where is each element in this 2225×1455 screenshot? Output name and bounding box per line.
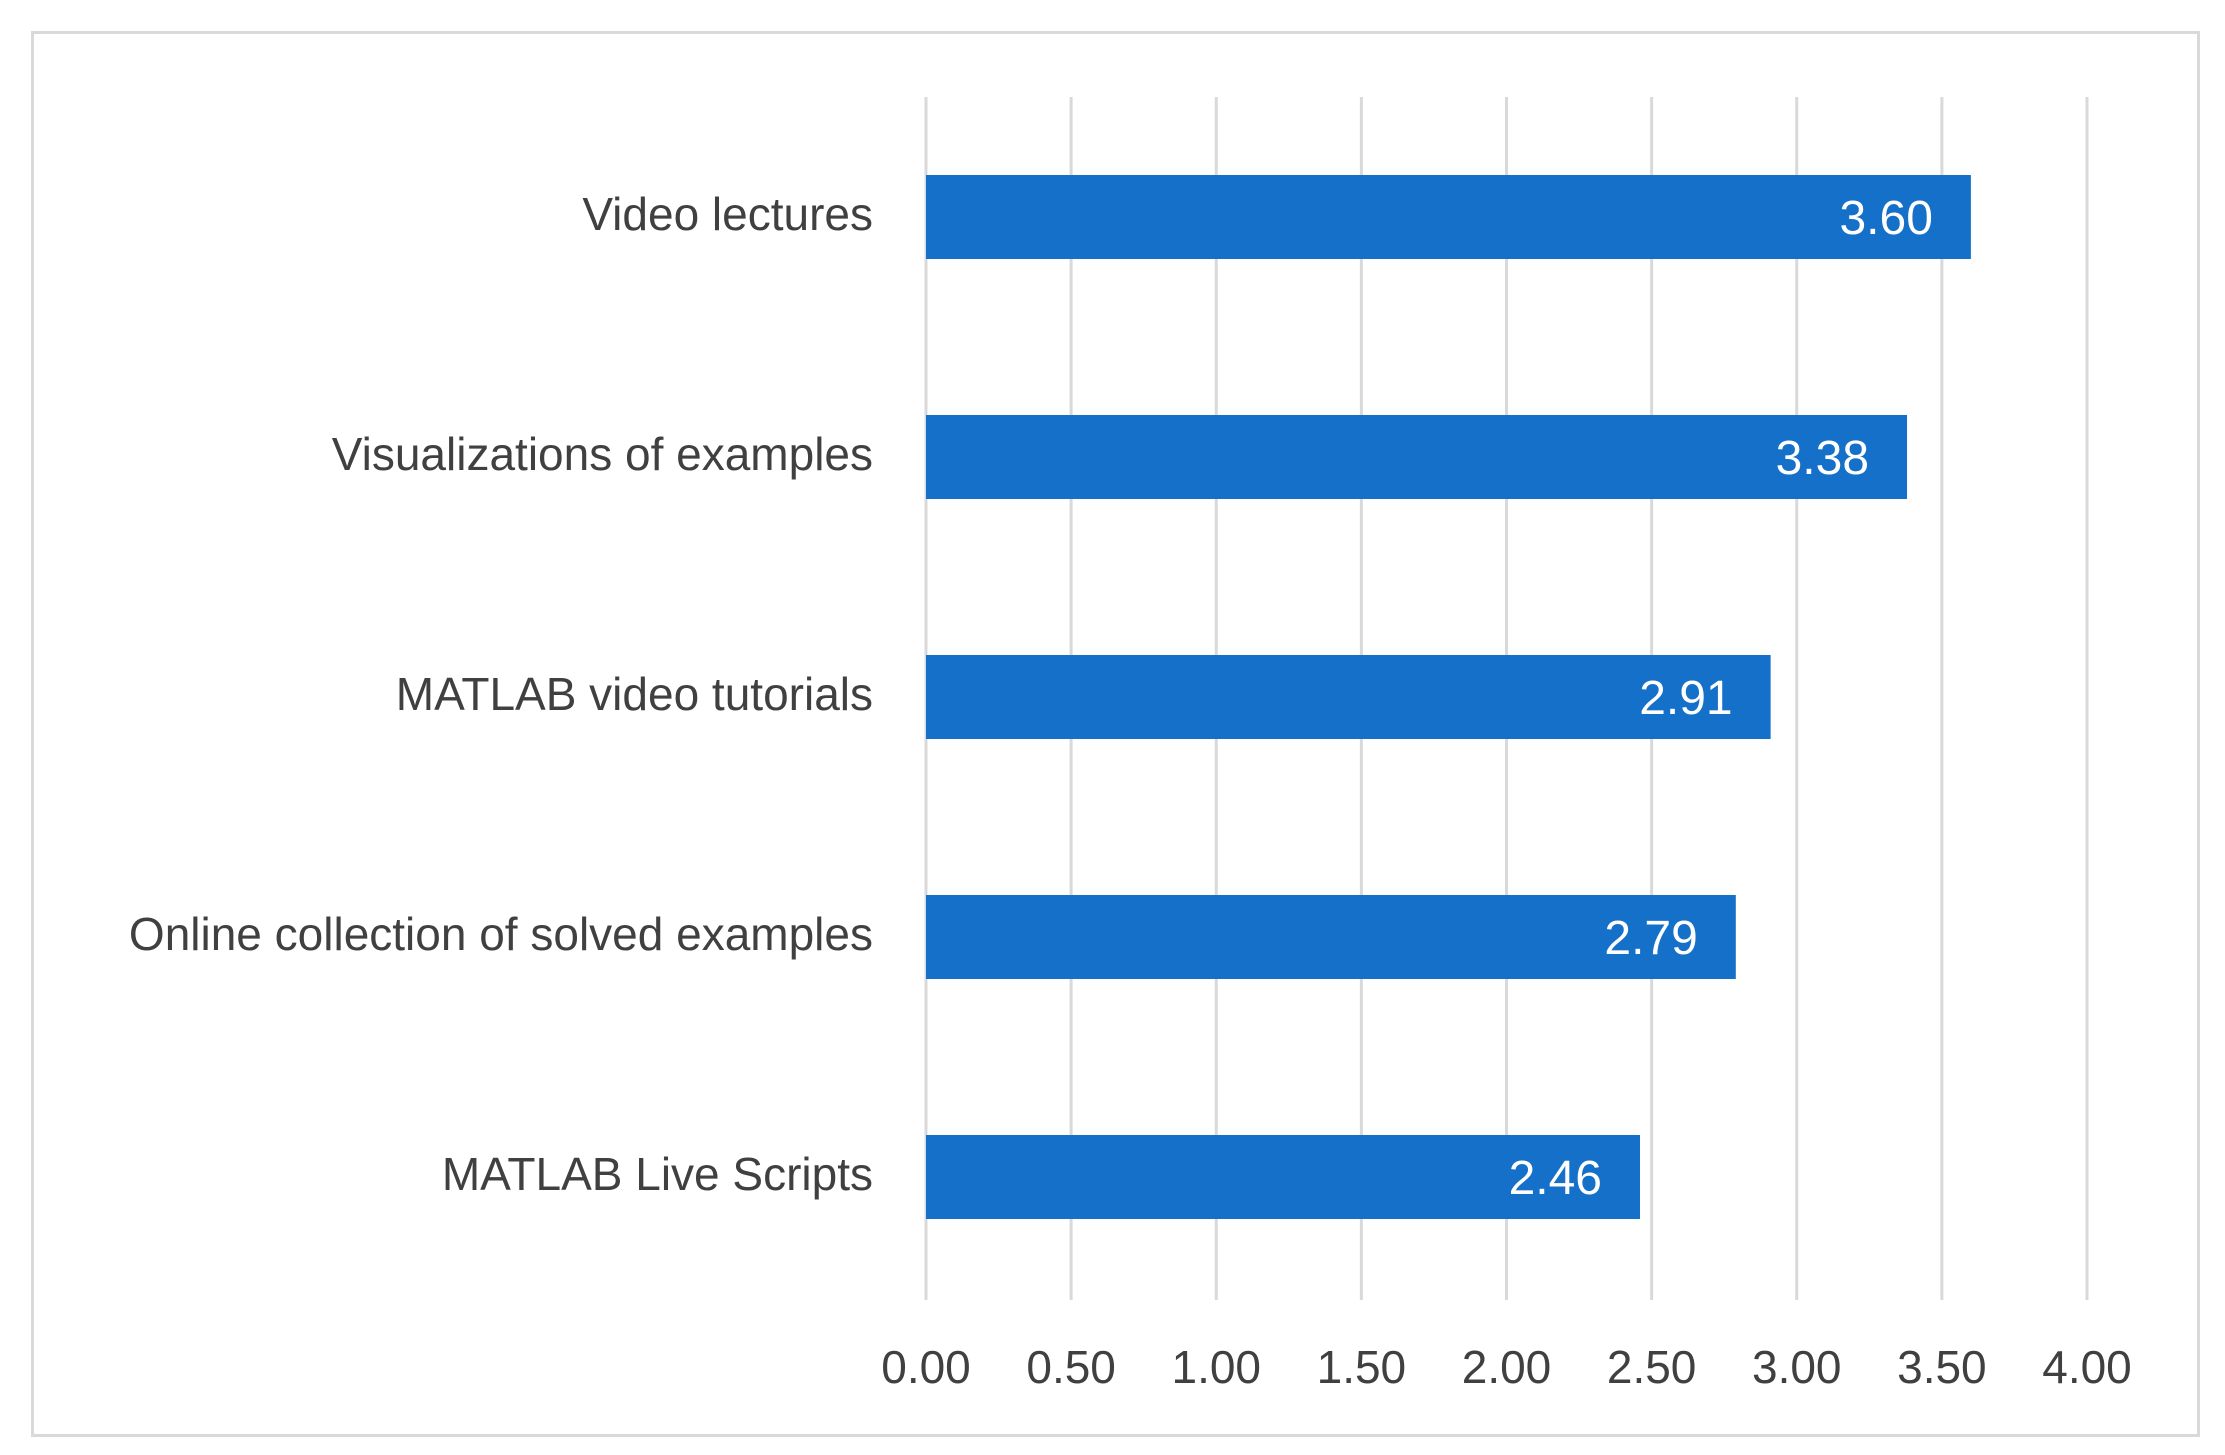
x-tick-label: 0.50 <box>1026 1341 1116 1393</box>
data-label: 2.91 <box>1639 672 1732 725</box>
category-labels: Video lectures Visualizations of examples… <box>129 188 873 1200</box>
data-label: 2.46 <box>1509 1152 1602 1205</box>
bar <box>926 655 1771 739</box>
x-tick-label: 1.00 <box>1171 1341 1261 1393</box>
category-label: MATLAB video tutorials <box>396 668 873 720</box>
bar <box>926 175 1971 259</box>
x-tick-label: 1.50 <box>1317 1341 1407 1393</box>
data-label: 2.79 <box>1604 912 1697 965</box>
x-tick-label: 4.00 <box>2042 1341 2132 1393</box>
x-axis-tick-labels: 0.00 0.50 1.00 1.50 2.00 2.50 3.00 3.50 4.00 <box>881 1341 2132 1393</box>
bar <box>926 1135 1641 1219</box>
x-tick-label: 0.00 <box>881 1341 971 1393</box>
bars: 3.60 3.38 2.91 2.79 2.46 <box>926 175 1971 1219</box>
data-label: 3.38 <box>1776 432 1869 485</box>
category-label: Online collection of solved examples <box>129 908 873 960</box>
x-tick-label: 2.50 <box>1607 1341 1697 1393</box>
x-tick-label: 3.50 <box>1897 1341 1987 1393</box>
bar <box>926 415 1908 499</box>
x-tick-label: 2.00 <box>1462 1341 1552 1393</box>
bar <box>926 895 1736 979</box>
category-label: MATLAB Live Scripts <box>442 1148 873 1200</box>
data-label: 3.60 <box>1839 192 1932 245</box>
category-label: Video lectures <box>582 188 873 240</box>
x-tick-label: 3.00 <box>1752 1341 1842 1393</box>
category-label: Visualizations of examples <box>332 428 873 480</box>
